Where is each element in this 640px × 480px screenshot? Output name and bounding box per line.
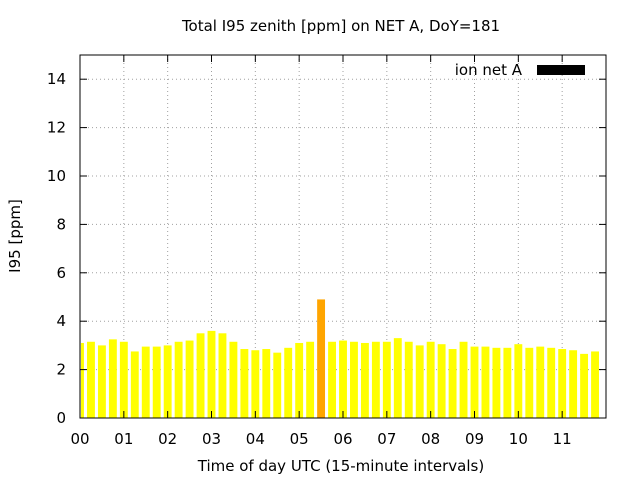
y-tick-label: 10 — [47, 167, 66, 185]
bar — [163, 345, 172, 418]
bar — [393, 338, 402, 418]
y-tick-label: 6 — [56, 264, 66, 282]
y-tick-label: 14 — [47, 70, 66, 88]
chart-title: Total I95 zenith [ppm] on NET A, DoY=181 — [181, 17, 500, 35]
bar — [404, 341, 413, 418]
bar — [536, 346, 545, 418]
bar — [371, 341, 380, 418]
y-tick-label: 4 — [56, 312, 66, 330]
x-tick-label: 09 — [465, 430, 484, 448]
x-tick-label: 02 — [158, 430, 177, 448]
legend-swatch — [537, 65, 585, 75]
bar — [415, 345, 424, 418]
bar — [339, 340, 347, 418]
bar — [569, 350, 578, 418]
bar — [152, 346, 161, 418]
y-tick-label: 2 — [56, 361, 66, 379]
bar — [97, 345, 106, 418]
y-tick-label: 12 — [47, 119, 66, 137]
bar — [580, 353, 589, 418]
x-tick-label: 11 — [553, 430, 572, 448]
x-tick-label: 01 — [114, 430, 133, 448]
bars — [81, 299, 599, 418]
bar — [273, 352, 282, 418]
x-tick-label: 05 — [290, 430, 309, 448]
bar — [262, 349, 271, 418]
bar — [141, 346, 150, 418]
legend-label: ion net A — [455, 61, 523, 79]
bar — [229, 341, 238, 418]
x-tick-label: 08 — [421, 430, 440, 448]
bar — [437, 344, 446, 418]
bar — [558, 349, 567, 418]
x-axis-label: Time of day UTC (15-minute intervals) — [197, 457, 484, 475]
bar — [119, 341, 128, 418]
bar — [525, 347, 534, 418]
bar — [350, 341, 358, 418]
bar — [108, 339, 117, 418]
bar — [481, 346, 490, 418]
bar — [382, 341, 391, 418]
bar — [174, 341, 183, 418]
legend: ion net A — [455, 61, 585, 79]
bar — [251, 350, 260, 418]
bar — [492, 347, 501, 418]
bar — [207, 330, 216, 418]
y-axis-label: I95 [ppm] — [6, 199, 24, 273]
bar — [503, 347, 512, 418]
x-tick-label: 10 — [509, 430, 528, 448]
bar — [426, 341, 435, 418]
bar — [459, 341, 468, 418]
x-tick-label: 00 — [70, 430, 89, 448]
bar — [547, 347, 556, 418]
bar — [185, 340, 194, 418]
bar — [295, 342, 304, 418]
bar — [196, 333, 205, 418]
x-tick-label: 03 — [202, 430, 221, 448]
bar — [470, 346, 479, 418]
bar — [514, 344, 523, 418]
bar — [306, 341, 315, 418]
bar — [317, 299, 326, 418]
bar — [130, 351, 139, 418]
bar — [448, 349, 457, 418]
y-tick-label: 8 — [56, 215, 66, 233]
x-tick-label: 07 — [377, 430, 396, 448]
bar — [87, 341, 95, 418]
bar — [81, 342, 84, 418]
bar — [284, 347, 293, 418]
y-axis-ticks: 0 2 4 6 8 10 12 14 — [47, 70, 606, 427]
bar — [360, 342, 369, 418]
bar — [328, 341, 336, 418]
x-tick-label: 06 — [333, 430, 352, 448]
bar — [591, 351, 599, 418]
x-axis-ticks: 00 01 02 03 04 05 06 07 08 09 10 11 — [70, 55, 572, 448]
x-tick-label: 04 — [246, 430, 265, 448]
y-tick-label: 0 — [56, 409, 66, 427]
bar — [218, 333, 227, 418]
grid — [80, 55, 606, 418]
bar — [240, 349, 249, 418]
